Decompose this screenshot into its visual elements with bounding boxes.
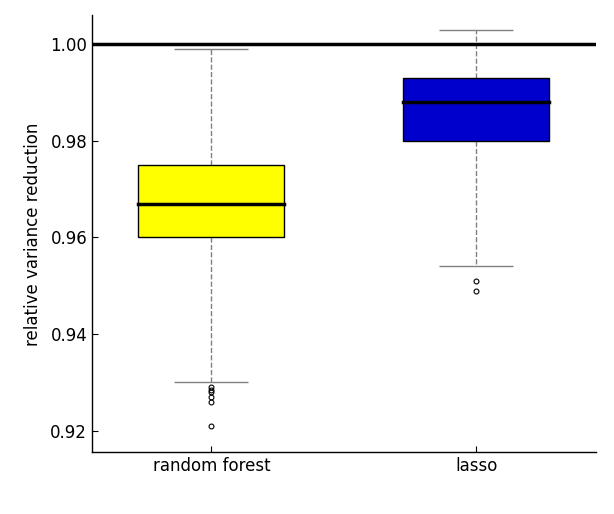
Bar	[403, 78, 549, 141]
Bar	[139, 165, 284, 237]
Y-axis label: relative variance reduction: relative variance reduction	[24, 122, 42, 345]
